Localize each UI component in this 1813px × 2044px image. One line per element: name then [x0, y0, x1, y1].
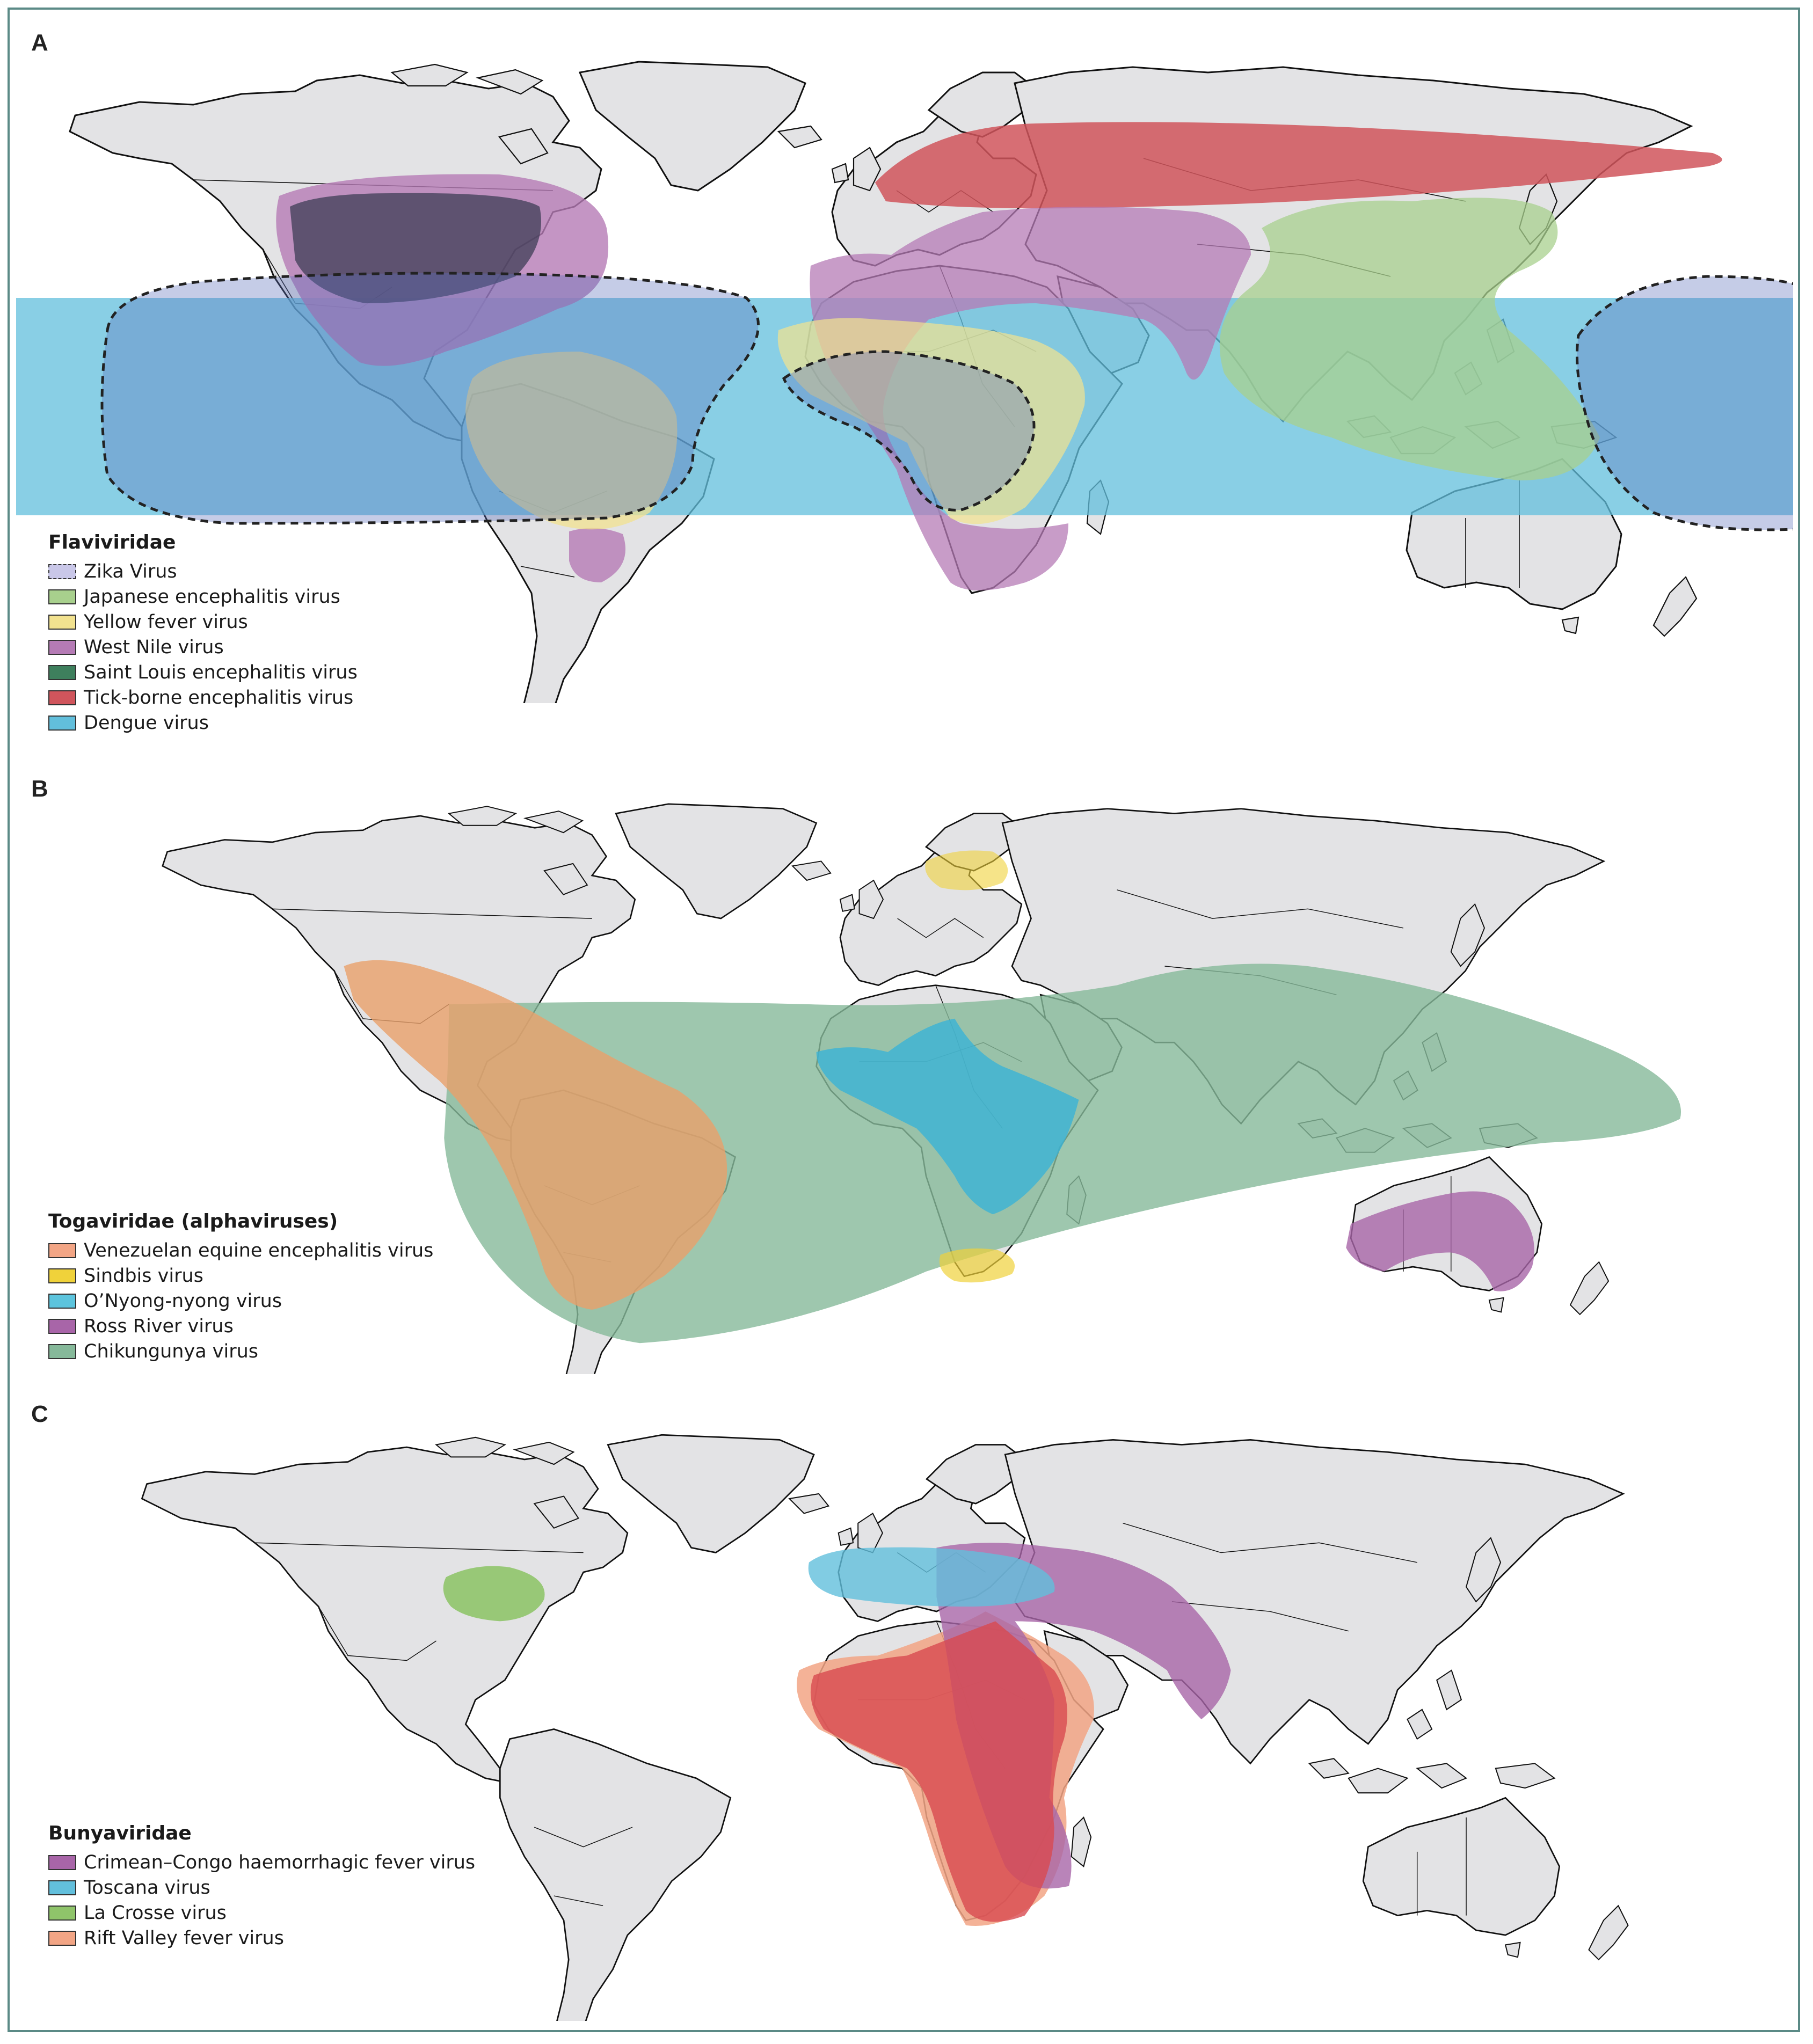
- rift-valley-core-region: [810, 1621, 1068, 1922]
- legend-label: Zika Virus: [84, 560, 177, 582]
- legend-label: O’Nyong-nyong virus: [84, 1290, 282, 1312]
- map-panel-c: [141, 1434, 1629, 2021]
- legend-item: Japanese encephalitis virus: [48, 584, 358, 609]
- legend-swatch: [48, 1293, 76, 1309]
- legend-panel-a: Flaviviridae Zika Virus Japanese encepha…: [48, 531, 358, 735]
- legend-item: Rift Valley fever virus: [48, 1925, 475, 1951]
- saint-louis-region: [290, 193, 541, 303]
- yellow-fever-region-africa: [777, 318, 1085, 524]
- legend-title: Flaviviridae: [48, 531, 176, 553]
- yellow-fever-region-sa: [465, 352, 678, 530]
- legend-label: Tick-borne encephalitis virus: [84, 687, 354, 709]
- zika-region-pacific: [1576, 275, 1793, 531]
- tick-borne-region: [875, 122, 1722, 209]
- legend-item: Saint Louis encephalitis virus: [48, 660, 358, 685]
- legend-item: O’Nyong-nyong virus: [48, 1288, 433, 1313]
- legend-item: Ross River virus: [48, 1313, 433, 1339]
- legend-swatch: [48, 1880, 76, 1895]
- legend-item: Yellow fever virus: [48, 609, 358, 634]
- legend-swatch: [48, 665, 76, 680]
- toscana-region: [808, 1547, 1055, 1607]
- legend-label: Japanese encephalitis virus: [84, 586, 340, 608]
- legend-label: Venezuelan equine encephalitis virus: [84, 1239, 434, 1261]
- japanese-encephalitis-region: [1219, 198, 1600, 480]
- sindbis-region-europe: [925, 850, 1008, 890]
- legend-swatch: [48, 614, 76, 630]
- la-crosse-region: [443, 1566, 545, 1622]
- legend-swatch: [48, 1930, 76, 1946]
- legend-item: West Nile virus: [48, 634, 358, 660]
- legend-title: Bunyaviridae: [48, 1822, 192, 1844]
- legend-item: Venezuelan equine encephalitis virus: [48, 1238, 433, 1263]
- legend-swatch: [48, 715, 76, 731]
- onyong-nyong-region: [816, 1018, 1079, 1215]
- figure-frame: [8, 8, 1800, 2032]
- legend-item: Dengue virus: [48, 710, 358, 735]
- west-nile-region-eurasia: [810, 207, 1251, 590]
- legend-swatch: [48, 564, 76, 579]
- legend-item: Tick-borne encephalitis virus: [48, 685, 358, 710]
- panel-a-label: A: [31, 30, 48, 56]
- ross-river-region: [1346, 1191, 1534, 1291]
- map-panel-b: [162, 803, 1681, 1374]
- legend-label: Ross River virus: [84, 1315, 234, 1337]
- legend-label: Rift Valley fever virus: [84, 1927, 284, 1949]
- legend-label: Chikungunya virus: [84, 1340, 259, 1362]
- legend-swatch: [48, 1243, 76, 1258]
- legend-item: Crimean–Congo haemorrhagic fever virus: [48, 1850, 475, 1875]
- legend-label: Crimean–Congo haemorrhagic fever virus: [84, 1851, 476, 1873]
- legend-item: Sindbis virus: [48, 1263, 433, 1288]
- legend-item: Zika Virus: [48, 559, 358, 584]
- legend-title: Togaviridae (alphaviruses): [48, 1210, 338, 1232]
- legend-swatch: [48, 639, 76, 655]
- zika-region-americas: [100, 272, 760, 525]
- chikungunya-region: [444, 963, 1681, 1344]
- legend-swatch: [48, 1318, 76, 1334]
- panel-c-label: C: [31, 1401, 48, 1427]
- legend-label: Toscana virus: [84, 1877, 210, 1899]
- legend-swatch: [48, 589, 76, 604]
- legend-swatch: [48, 1905, 76, 1921]
- legend-item: La Crosse virus: [48, 1900, 475, 1925]
- legend-label: West Nile virus: [84, 636, 224, 658]
- legend-swatch: [48, 1268, 76, 1283]
- sindbis-region-africa: [939, 1248, 1015, 1283]
- legend-label: Yellow fever virus: [84, 611, 248, 633]
- zika-region-africa: [782, 350, 1036, 512]
- legend-label: Dengue virus: [84, 712, 209, 734]
- venezuelan-region: [344, 960, 727, 1310]
- legend-panel-c: Bunyaviridae Crimean–Congo haemorrhagic …: [48, 1822, 475, 1951]
- west-nile-region-sa: [569, 528, 625, 582]
- legend-swatch: [48, 1344, 76, 1359]
- legend-item: Toscana virus: [48, 1875, 475, 1900]
- map-panel-a: [16, 61, 1793, 703]
- legend-label: Saint Louis encephalitis virus: [84, 661, 358, 683]
- legend-label: La Crosse virus: [84, 1902, 227, 1924]
- legend-swatch: [48, 1855, 76, 1870]
- legend-label: Sindbis virus: [84, 1265, 203, 1287]
- legend-swatch: [48, 690, 76, 705]
- panel-b-label: B: [31, 776, 48, 802]
- legend-item: Chikungunya virus: [48, 1339, 433, 1364]
- legend-panel-b: Togaviridae (alphaviruses) Venezuelan eq…: [48, 1210, 433, 1364]
